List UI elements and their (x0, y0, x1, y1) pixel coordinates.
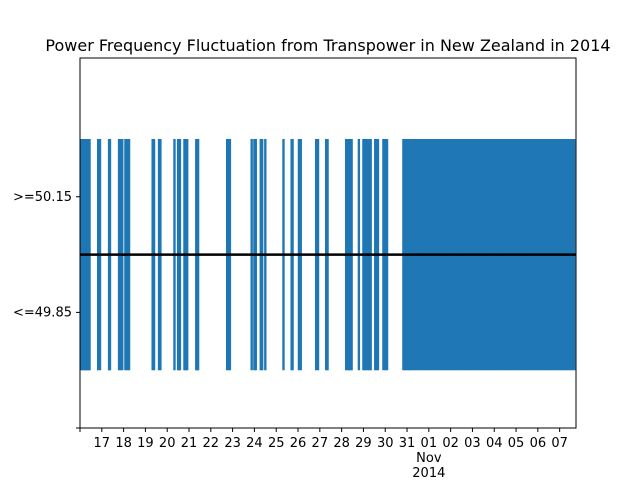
x-tick-label-5: 21 (181, 436, 198, 451)
chart-title: Power Frequency Fluctuation from Transpo… (45, 36, 610, 55)
x-tick-label-8: 24 (246, 436, 263, 451)
x-tick-label-14: 30 (377, 436, 394, 451)
y-tick-label-2: >=50.15 (13, 190, 72, 205)
x-tick-label-16: 01 (421, 436, 438, 451)
x-tick-label-16-line-2: 2014 (412, 466, 445, 480)
y-tick-label-1: <=49.85 (13, 305, 72, 320)
x-tick-label-18: 03 (464, 436, 481, 451)
x-tick-label-16-line-1: Nov (416, 451, 442, 466)
x-tick-label-7: 23 (224, 436, 241, 451)
x-tick-label-4: 20 (159, 436, 176, 451)
x-tick-label-19: 04 (486, 436, 503, 451)
x-tick-label-2: 18 (115, 436, 132, 451)
x-tick-label-12: 28 (333, 436, 350, 451)
x-tick-label-20: 05 (508, 436, 525, 451)
x-tick-label-13: 29 (355, 436, 372, 451)
x-tick-label-11: 27 (312, 436, 329, 451)
plot-frame (79, 57, 577, 429)
x-tick-label-1: 17 (94, 436, 111, 451)
x-tick-label-3: 19 (137, 436, 154, 451)
x-tick-label-21: 06 (530, 436, 547, 451)
y-axis: <=49.85 >=50.15 (13, 190, 80, 429)
x-tick-label-17: 02 (442, 436, 459, 451)
x-tick-label-10: 26 (290, 436, 307, 451)
x-tick-label-9: 25 (268, 436, 285, 451)
x-tick-label-6: 22 (203, 436, 220, 451)
x-tick-label-22: 07 (551, 436, 568, 451)
x-tick-label-15: 31 (399, 436, 416, 451)
